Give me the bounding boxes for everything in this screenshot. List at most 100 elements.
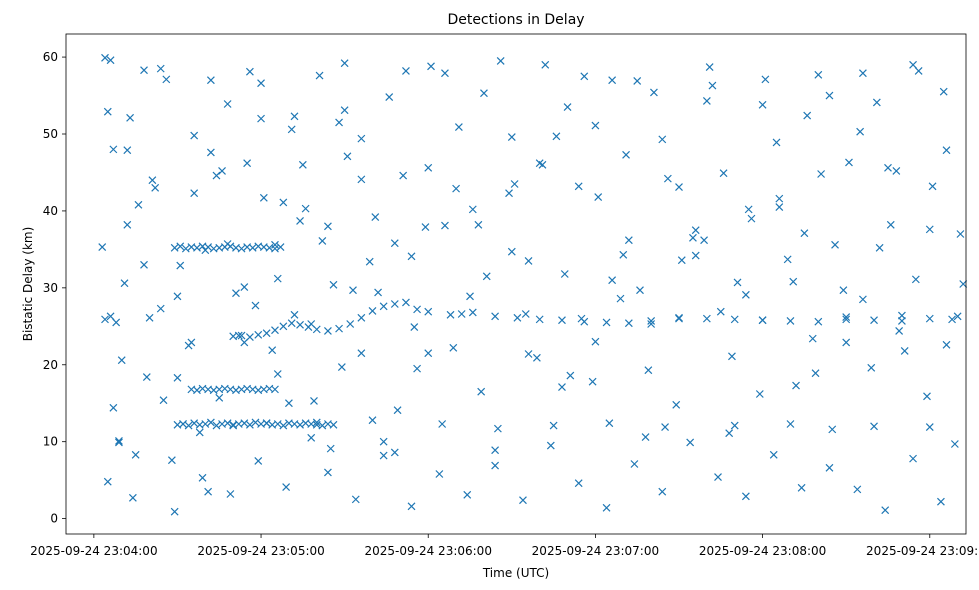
data-point — [271, 244, 279, 253]
y-tick-label: 20 — [43, 358, 58, 372]
data-point — [650, 88, 658, 97]
data-point — [574, 182, 583, 191]
data-point — [911, 275, 920, 284]
data-point — [466, 292, 474, 301]
data-point — [167, 456, 176, 465]
data-point — [948, 315, 956, 324]
data-point — [457, 310, 466, 318]
data-point — [368, 416, 377, 425]
data-point — [212, 171, 221, 180]
data-point — [842, 315, 851, 324]
data-point — [240, 283, 249, 292]
data-point — [605, 419, 614, 428]
data-point — [856, 127, 865, 136]
data-point — [365, 257, 374, 266]
data-point — [644, 366, 653, 375]
data-point — [424, 307, 433, 316]
data-point — [427, 62, 435, 71]
data-point — [251, 418, 260, 427]
data-point — [162, 75, 171, 84]
data-point — [942, 146, 951, 155]
data-point — [190, 419, 199, 428]
data-point — [677, 256, 686, 265]
data-point — [318, 236, 327, 245]
data-point — [897, 316, 906, 325]
data-point — [580, 72, 589, 81]
data-point — [953, 312, 962, 321]
data-point — [691, 226, 700, 235]
data-point — [858, 69, 867, 78]
data-point — [608, 276, 617, 285]
data-point — [410, 323, 419, 332]
data-point — [204, 487, 213, 496]
data-point — [468, 308, 477, 317]
x-axis: 2025-09-24 23:04:00 2025-09-24 23:05:00 20… — [30, 534, 979, 558]
data-point — [413, 305, 422, 314]
data-point — [193, 243, 201, 252]
data-point — [296, 320, 304, 329]
data-point — [449, 343, 458, 352]
data-point — [950, 440, 959, 448]
data-point — [421, 223, 430, 232]
data-point — [131, 450, 140, 459]
data-points — [98, 53, 968, 516]
x-tick-label: 2025-09-24 23:05:00 — [197, 544, 324, 558]
data-point — [290, 112, 299, 121]
data-point — [170, 507, 179, 516]
data-point — [243, 159, 252, 168]
data-point — [259, 193, 268, 202]
data-point — [173, 373, 182, 382]
data-point — [273, 420, 282, 428]
data-point — [179, 420, 187, 428]
data-point — [658, 135, 667, 144]
y-tick-label: 50 — [43, 127, 58, 141]
x-axis-label: Time (UTC) — [482, 566, 549, 580]
data-point — [441, 69, 449, 78]
data-point — [326, 444, 335, 453]
data-point — [357, 134, 366, 143]
data-point — [240, 419, 249, 428]
data-point — [323, 222, 332, 231]
data-point — [858, 295, 867, 304]
data-point — [273, 370, 282, 378]
data-point — [287, 125, 296, 134]
data-point — [828, 425, 837, 434]
data-point — [120, 279, 129, 288]
data-point — [733, 278, 742, 287]
x-tick-label: 2025-09-24 23:04:00 — [30, 544, 157, 558]
data-point — [218, 166, 226, 175]
data-point — [558, 383, 566, 392]
y-tick-label: 0 — [50, 512, 58, 526]
y-tick-label: 40 — [43, 204, 58, 218]
data-point — [641, 433, 650, 442]
data-point — [616, 294, 625, 303]
data-point — [708, 81, 717, 90]
data-point — [647, 320, 656, 328]
data-point — [340, 106, 349, 115]
data-point — [312, 418, 321, 427]
data-point — [672, 400, 681, 409]
data-point — [755, 390, 764, 398]
data-point — [942, 340, 951, 349]
data-point — [329, 420, 338, 429]
data-point — [510, 180, 519, 188]
data-point — [112, 318, 121, 327]
data-point — [817, 170, 826, 178]
data-point — [867, 363, 876, 372]
data-point — [115, 436, 123, 445]
data-point — [190, 189, 199, 198]
data-point — [870, 316, 878, 325]
data-point — [140, 66, 148, 75]
data-point — [240, 338, 249, 347]
data-point — [493, 424, 502, 433]
data-point — [399, 171, 408, 180]
data-point — [474, 220, 483, 229]
data-point — [229, 332, 238, 341]
data-point — [223, 100, 232, 108]
data-point — [156, 304, 165, 313]
data-point — [519, 496, 527, 505]
data-point — [741, 290, 750, 299]
data-point — [156, 64, 165, 73]
data-point — [602, 503, 611, 512]
data-point — [101, 315, 109, 324]
